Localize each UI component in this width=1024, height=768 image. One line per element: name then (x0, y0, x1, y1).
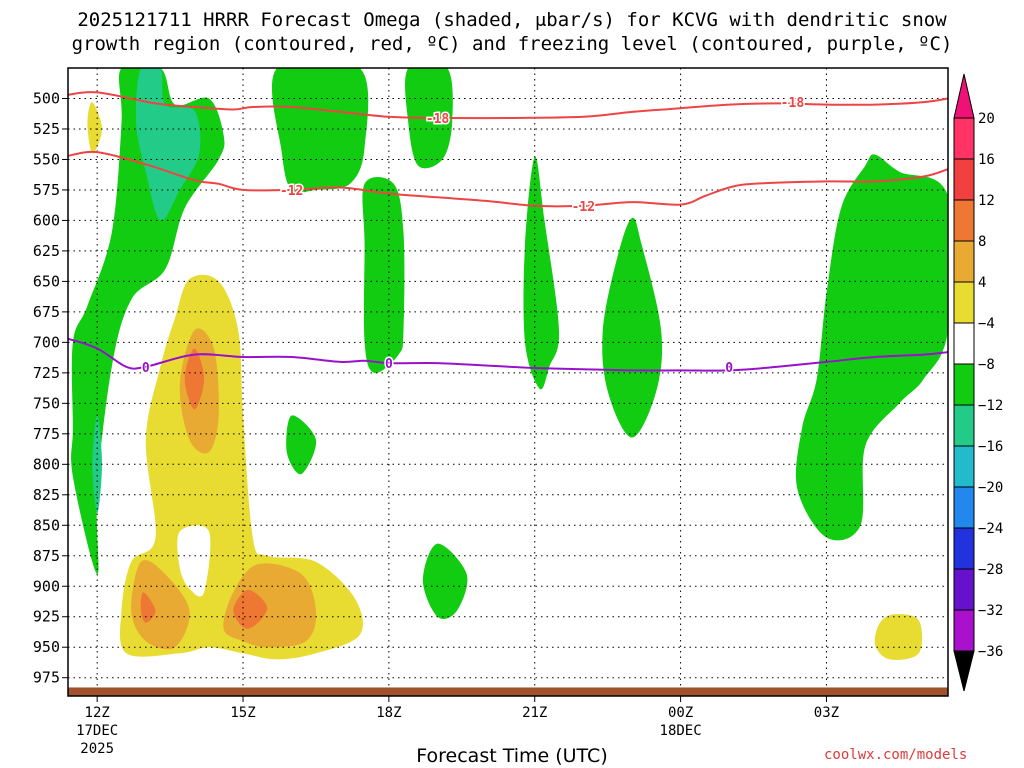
omega-region-17 (140, 592, 156, 623)
x-axis-title: Forecast Time (UTC) (416, 745, 608, 767)
x-axis: 12Z 17DEC 2025 15Z 18Z 21Z 00Z 18DEC 03Z (76, 696, 839, 757)
y-tick-label-850: 850 (33, 516, 60, 534)
colorbar-swatch-3 (953, 240, 975, 283)
colorbar-label-4: 4 (978, 275, 986, 291)
chart-title-line-1: 2025121711 HRRR Forecast Omega (shaded, … (77, 9, 947, 31)
y-tick-label-650: 650 (33, 272, 60, 290)
colorbar-swatch-9 (953, 486, 975, 529)
y-tick-label-875: 875 (33, 547, 60, 565)
y-tick-label-525: 525 (33, 120, 60, 138)
y-tick-label-500: 500 (33, 89, 60, 107)
colorbar-label-7: −12 (978, 398, 1003, 414)
colorbar-swatch-7 (953, 404, 975, 447)
contour-label-0-0: -18 (426, 112, 450, 127)
colorbar-swatch-4 (953, 281, 975, 324)
colorbar-label-0: 20 (978, 111, 995, 127)
colorbar-swatch-1 (953, 158, 975, 201)
contour-label-1-0: -12 (280, 184, 303, 199)
y-tick-label-750: 750 (33, 394, 60, 412)
omega-region-19 (874, 614, 923, 660)
omega-shaded-regions (71, 68, 948, 660)
ground-fill (68, 687, 948, 696)
colorbar-label-8: −16 (978, 439, 1003, 455)
colorbar-swatch-8 (953, 445, 975, 488)
colorbar-swatch-0 (953, 117, 975, 160)
contour-line-2 (68, 337, 948, 372)
y-tick-label-950: 950 (33, 638, 60, 656)
colorbar-swatch-5 (953, 322, 975, 365)
colorbar-swatch-6 (953, 363, 975, 406)
omega-region-6 (523, 156, 560, 390)
plot-frame (67, 67, 949, 697)
colorbar-swatch-10 (953, 527, 975, 570)
contour-line-0 (68, 91, 948, 120)
contour-label-2-1: 0 (385, 357, 393, 372)
colorbar-label-12: −32 (978, 603, 1003, 619)
x-year-label-12Z: 2025 (80, 741, 114, 757)
omega-region-16 (184, 348, 205, 410)
y-tick-label-575: 575 (33, 181, 60, 199)
source-credit: coolwx.com/models (824, 747, 968, 763)
colorbar-top-arrow (953, 73, 975, 119)
colorbar: 20 16 12 8 4 −4 −8 −12 −16 −20 −24 −28 −32 −36 (953, 73, 1003, 692)
omega-region-11 (87, 102, 102, 154)
y-tick-label-975: 975 (33, 669, 60, 687)
contour-label-2-2: 0 (725, 361, 733, 376)
y-tick-label-550: 550 (33, 150, 60, 168)
x-date-label-12Z: 17DEC (76, 723, 118, 739)
y-tick-label-775: 775 (33, 425, 60, 443)
y-tick-label-700: 700 (33, 333, 60, 351)
y-tick-label-800: 800 (33, 455, 60, 473)
x-tick-label-12Z: 12Z (85, 705, 110, 721)
colorbar-label-6: −8 (978, 357, 995, 373)
x-tick-label-18Z: 18Z (376, 705, 401, 721)
omega-region-20 (177, 525, 211, 597)
y-tick-label-625: 625 (33, 242, 60, 260)
y-tick-label-925: 925 (33, 608, 60, 626)
omega-region-10 (422, 543, 468, 619)
y-axis: 500 525 550 575 600 625 650 675 700 725 750 775 800 8… (33, 89, 68, 687)
omega-region-3 (271, 68, 369, 193)
x-tick-label-15Z: 15Z (230, 705, 255, 721)
y-tick-label-725: 725 (33, 364, 60, 382)
colorbar-label-1: 16 (978, 152, 995, 168)
omega-region-1 (135, 68, 201, 221)
colorbar-label-9: −20 (978, 480, 1003, 496)
colorbar-label-10: −24 (978, 521, 1003, 537)
contour-label-1-1: -12 (572, 200, 595, 215)
ground-strip (68, 687, 948, 696)
omega-region-4 (362, 176, 405, 374)
contour-line-1 (68, 150, 948, 208)
contour-label-0-1: -18 (781, 96, 805, 111)
colorbar-label-13: −36 (978, 644, 1003, 660)
x-tick-label-00Z: 00Z (668, 705, 693, 721)
y-tick-label-825: 825 (33, 486, 60, 504)
omega-region-18 (233, 589, 268, 629)
y-tick-label-900: 900 (33, 577, 60, 595)
colorbar-label-3: 8 (978, 234, 986, 250)
omega-region-14 (131, 560, 190, 650)
y-tick-label-675: 675 (33, 303, 60, 321)
x-tick-label-03Z: 03Z (814, 705, 839, 721)
x-date-label-00Z: 18DEC (660, 723, 702, 739)
gridlines (68, 68, 948, 696)
x-tick-label-21Z: 21Z (522, 705, 547, 721)
colorbar-label-5: −4 (978, 316, 995, 332)
omega-region-9 (286, 415, 317, 475)
colorbar-bottom-arrow (953, 650, 975, 692)
temperature-contours: -18 -18 -12 -12 0 0 0 (68, 91, 948, 377)
omega-region-7 (602, 217, 663, 438)
colorbar-label-2: 12 (978, 193, 995, 209)
colorbar-swatch-2 (953, 199, 975, 242)
colorbar-swatch-12 (953, 609, 975, 652)
contour-label-2-0: 0 (142, 361, 150, 376)
colorbar-label-11: −28 (978, 562, 1003, 578)
colorbar-swatch-11 (953, 568, 975, 611)
omega-region-8 (795, 154, 948, 541)
y-tick-label-600: 600 (33, 211, 60, 229)
omega-region-0 (71, 68, 225, 575)
chart-title-line-2: growth region (contoured, red, ºC) and f… (71, 33, 953, 55)
